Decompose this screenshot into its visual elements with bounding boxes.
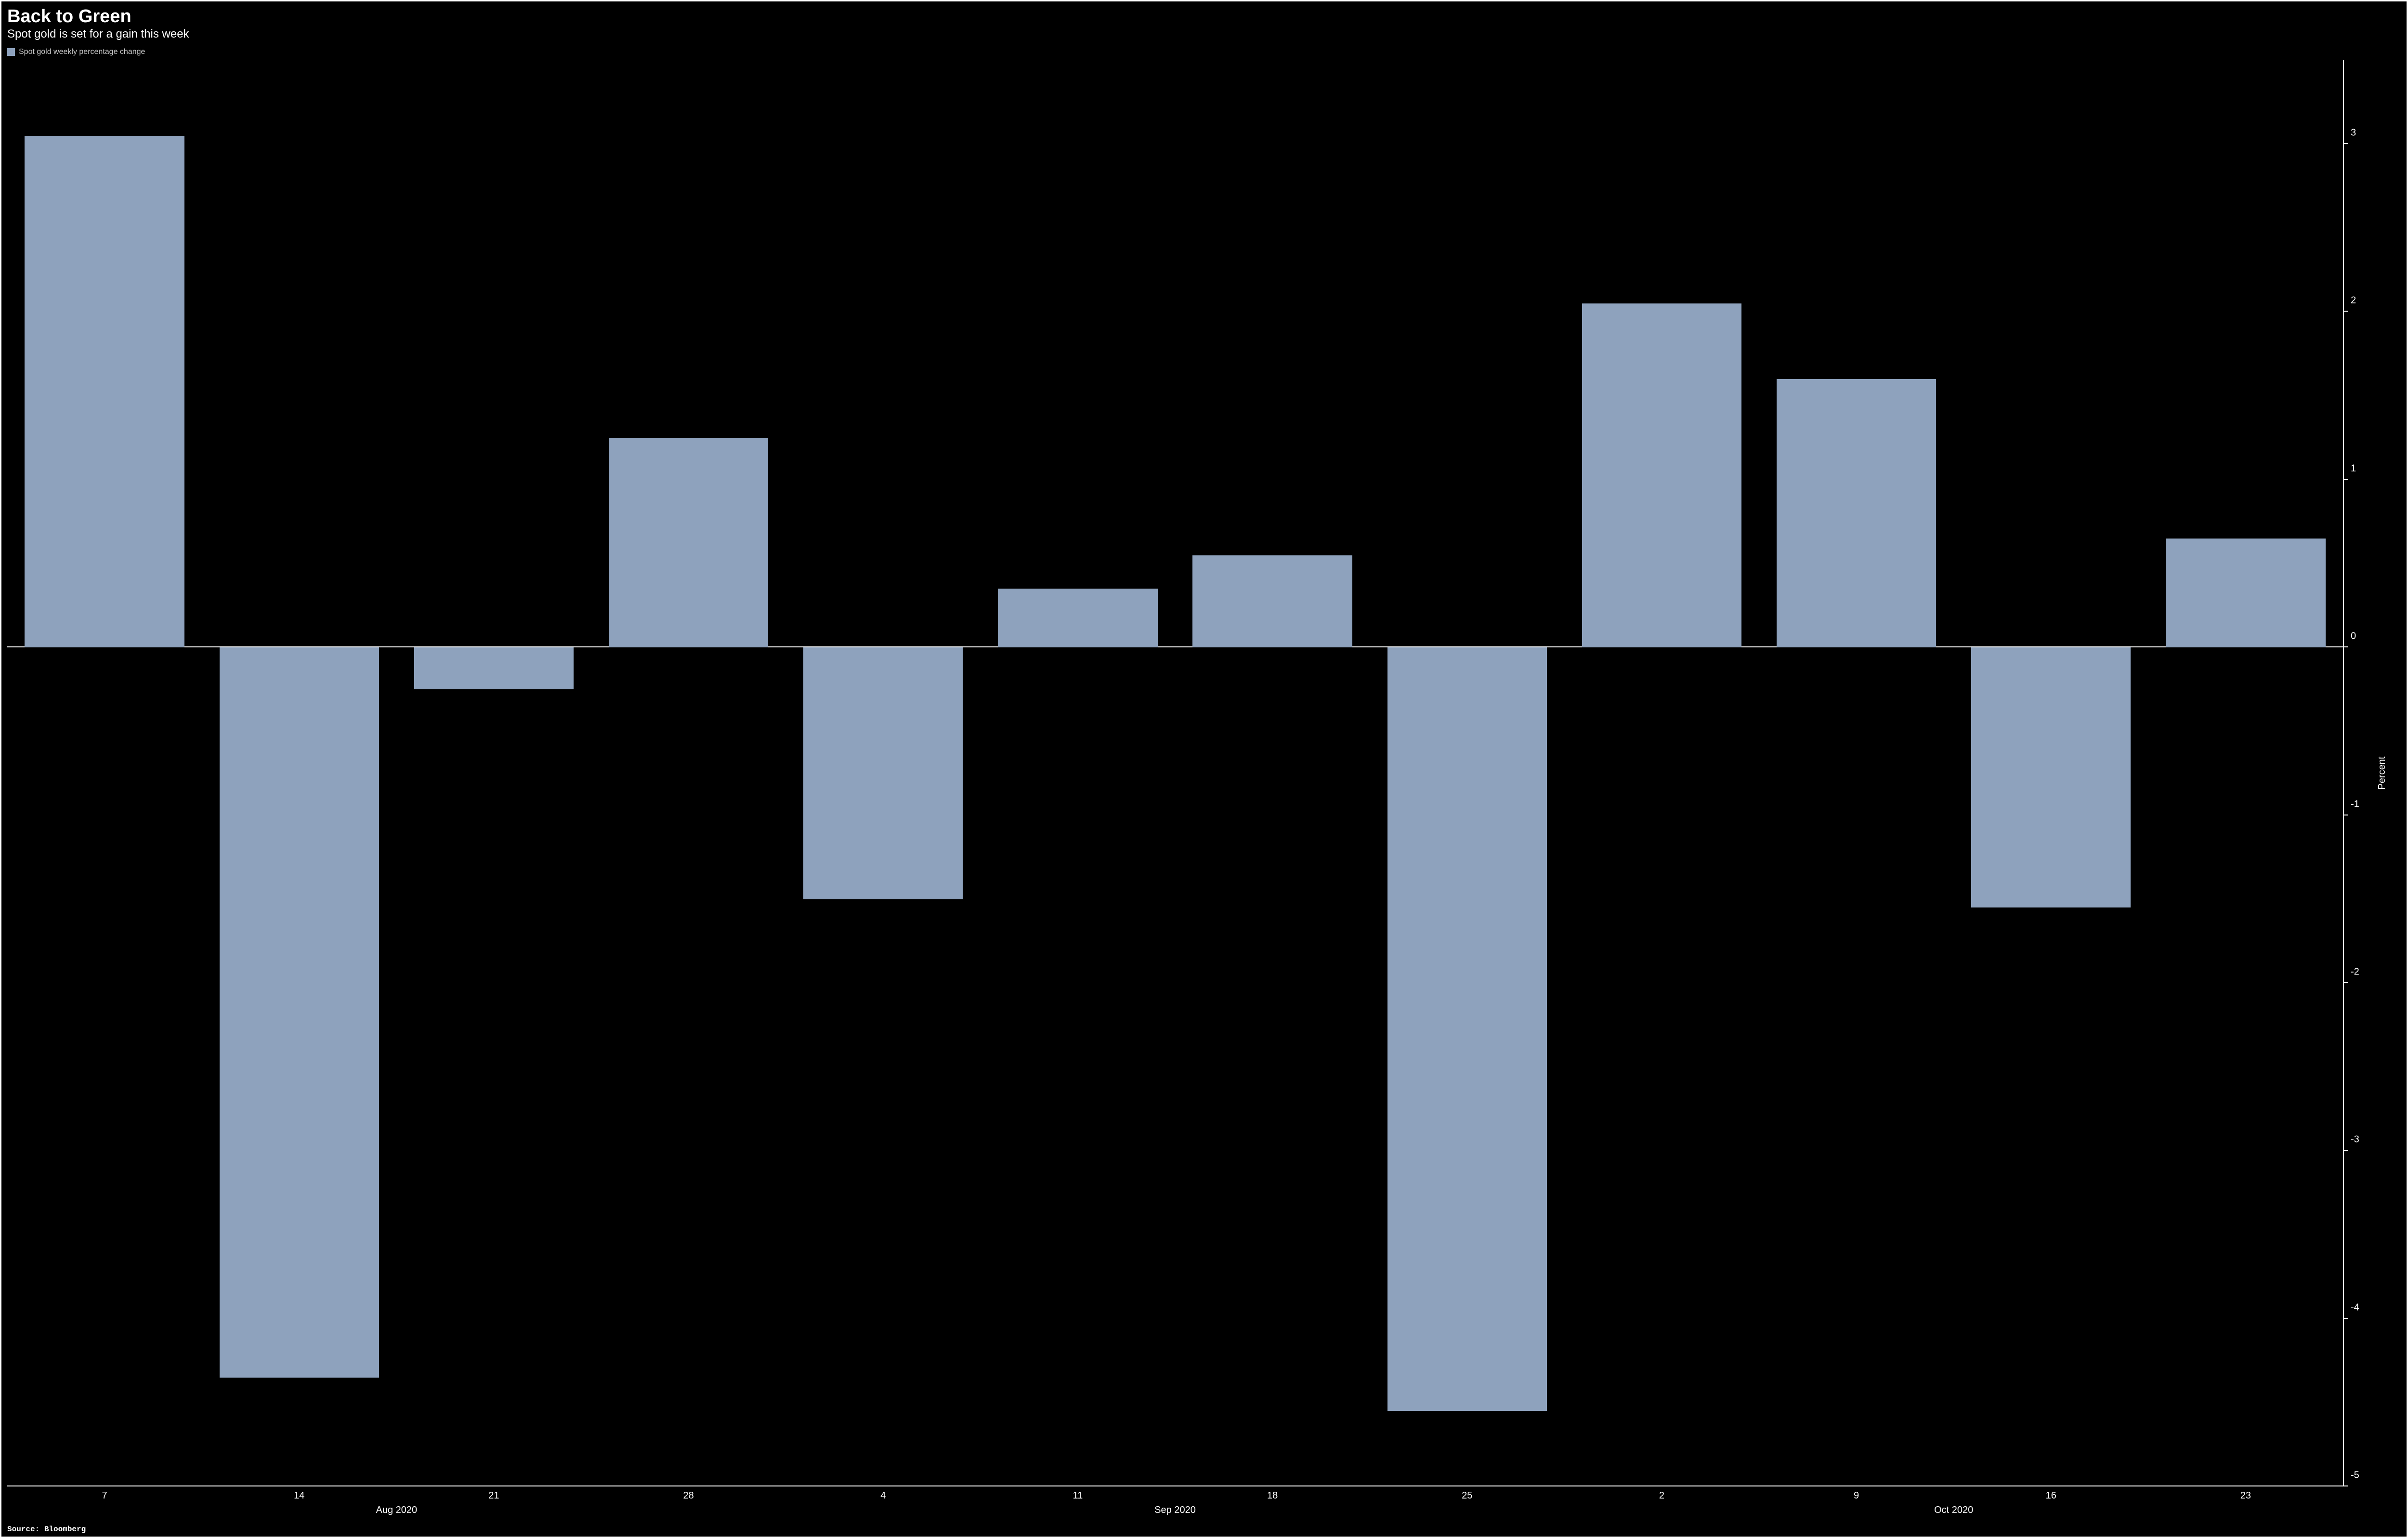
bar — [414, 647, 574, 689]
y-axis-inner: Percent -5 -4 -3 -2 -1 0 1 2 3 — [2343, 60, 2401, 1486]
y-tick-label: 0 — [2351, 631, 2356, 642]
y-axis: Percent -5 -4 -3 -2 -1 0 1 2 3 — [2343, 60, 2401, 1524]
bar — [1582, 303, 1741, 647]
x-axis-line — [7, 1485, 2343, 1486]
y-tick — [2343, 479, 2348, 480]
bar — [609, 438, 768, 647]
bar — [2166, 539, 2325, 647]
y-tick-label: -4 — [2351, 1302, 2359, 1313]
y-tick-label: -1 — [2351, 799, 2359, 810]
y-tick-label: -5 — [2351, 1470, 2359, 1481]
y-tick — [2343, 1485, 2348, 1486]
x-tick-label: 4 — [880, 1490, 886, 1501]
x-tick-label: 9 — [1854, 1490, 1859, 1501]
chart-frame: Back to Green Spot gold is set for a gai… — [0, 0, 2408, 1538]
x-tick-labels: 7 14 21 28 4 11 18 25 2 9 16 23 — [7, 1490, 2343, 1503]
y-tick — [2343, 1318, 2348, 1319]
legend-label: Spot gold weekly percentage change — [19, 48, 145, 56]
y-axis-title: Percent — [2377, 757, 2388, 790]
x-tick-label: 28 — [683, 1490, 694, 1501]
x-group-labels: Aug 2020 Sep 2020 Oct 2020 — [7, 1505, 2343, 1517]
x-tick-label: 7 — [102, 1490, 107, 1501]
bar — [803, 647, 963, 899]
x-group-label: Sep 2020 — [1154, 1505, 1196, 1516]
y-tick — [2343, 982, 2348, 983]
x-tick-label: 16 — [2046, 1490, 2056, 1501]
chart-area: 71421284111825291623 Aug 2020Sep 2020Oct… — [7, 60, 2401, 1524]
y-tick — [2343, 646, 2348, 647]
y-tick — [2343, 1150, 2348, 1151]
bar — [998, 589, 1157, 647]
bar — [1777, 379, 1936, 647]
x-group-label: Aug 2020 — [376, 1505, 418, 1516]
y-tick-label: -2 — [2351, 966, 2359, 977]
bar — [1192, 555, 1352, 648]
x-tick-label: 18 — [1267, 1490, 1278, 1501]
x-group-label: Oct 2020 — [1934, 1505, 1973, 1516]
plot-area: 7 14 21 28 4 11 18 25 2 9 16 23 Aug 2020 Sep 2020 Oct… — [7, 60, 2343, 1524]
source-attribution: Source: Bloomberg — [7, 1525, 2401, 1534]
chart-title: Back to Green — [7, 7, 2401, 26]
y-tick-label: 1 — [2351, 463, 2356, 474]
x-tick-label: 25 — [1462, 1490, 1472, 1501]
plot-inner — [7, 60, 2343, 1486]
bar — [25, 136, 184, 648]
x-tick-label: 21 — [488, 1490, 499, 1501]
bar — [1387, 647, 1547, 1411]
legend-swatch — [7, 48, 15, 56]
bar — [220, 647, 379, 1377]
y-tick — [2343, 143, 2348, 144]
x-tick-label: 23 — [2240, 1490, 2251, 1501]
y-tick — [2343, 311, 2348, 312]
chart-subtitle: Spot gold is set for a gain this week — [7, 27, 2401, 41]
bar — [1971, 647, 2131, 907]
x-tick-label: 14 — [294, 1490, 304, 1501]
x-tick-label: 2 — [1659, 1490, 1664, 1501]
y-tick-label: 3 — [2351, 128, 2356, 139]
x-tick-label: 11 — [1073, 1490, 1083, 1501]
legend: Spot gold weekly percentage change — [7, 48, 2401, 56]
y-tick-label: -3 — [2351, 1134, 2359, 1145]
y-tick-label: 2 — [2351, 295, 2356, 306]
y-axis-line — [2343, 60, 2344, 1486]
